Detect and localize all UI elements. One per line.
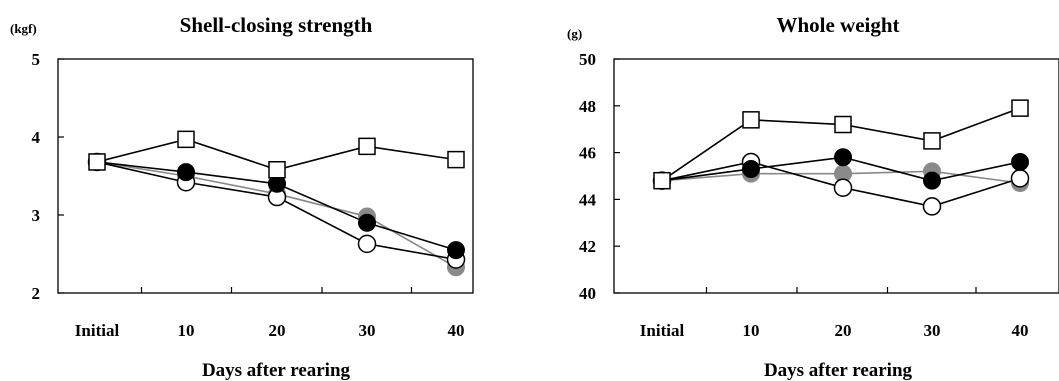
y-tick-label: 46 — [579, 144, 596, 163]
x-tick-label: 10 — [178, 321, 195, 340]
chart-whole-weight: Whole weight (g) 40 42 44 46 48 50 Initial 10 2… — [567, 13, 1059, 381]
x-axis-label: Days after rearing — [764, 360, 913, 381]
y-unit-label: (kgf) — [10, 21, 37, 36]
y-tick-label: 48 — [579, 97, 596, 116]
data-point-filled-black-circle — [834, 148, 852, 167]
y-tick-label: 40 — [579, 284, 596, 303]
x-tick-label: 40 — [1012, 321, 1029, 340]
x-tick-label: 20 — [269, 321, 286, 340]
data-point-filled-black-circle — [177, 163, 195, 182]
data-point-open-square — [834, 115, 852, 134]
y-tick-label: 44 — [579, 190, 597, 209]
y-tick-label: 2 — [32, 284, 41, 303]
data-point-filled-black-circle — [358, 213, 376, 232]
series-layer — [652, 99, 1030, 216]
plot-area — [613, 58, 1059, 294]
data-point-open-square — [447, 150, 465, 169]
x-axis-label: Days after rearing — [202, 360, 351, 381]
y-tick-label: 5 — [32, 50, 41, 69]
data-point-open-square — [358, 137, 376, 156]
data-point-filled-black-circle — [742, 159, 760, 178]
data-point-filled-black-circle — [1011, 152, 1029, 171]
x-tick-label: Initial — [640, 321, 685, 340]
data-point-open-square — [177, 130, 195, 149]
data-point-open-square — [923, 132, 941, 150]
chart-title: Whole weight — [776, 13, 899, 37]
x-tick-label: 30 — [359, 321, 376, 340]
y-axis: 2 3 4 5 — [32, 50, 64, 303]
x-tick-label: 40 — [448, 321, 465, 340]
x-tick-label: 20 — [835, 321, 852, 340]
data-point-open-circle — [1010, 169, 1030, 188]
data-point-open-square — [1011, 99, 1029, 117]
data-point-open-circle — [357, 234, 377, 254]
data-point-open-circle — [833, 178, 853, 197]
y-unit-label: (g) — [567, 26, 582, 41]
y-tick-label: 3 — [32, 206, 41, 225]
data-point-open-circle — [922, 197, 942, 216]
y-axis: 40 42 44 46 48 50 — [579, 50, 620, 303]
x-tick-label: 10 — [743, 321, 760, 340]
series-layer — [87, 130, 466, 277]
data-point-open-square — [742, 111, 760, 129]
data-point-filled-black-circle — [923, 171, 941, 190]
data-point-open-square — [268, 161, 286, 179]
chart-shell-closing-strength: Shell-closing strength (kgf) 2 3 4 5 Initia… — [10, 13, 474, 381]
x-tick-label: Initial — [75, 321, 120, 340]
y-tick-label: 4 — [32, 128, 41, 147]
y-tick-label: 42 — [579, 237, 596, 256]
x-tick-label: 30 — [924, 321, 941, 340]
data-point-open-square — [653, 171, 671, 190]
y-tick-label: 50 — [579, 50, 596, 69]
data-point-open-square — [88, 153, 106, 171]
chart-title: Shell-closing strength — [180, 13, 373, 37]
x-axis: Initial 10 20 30 40 — [640, 287, 1029, 340]
data-point-filled-black-circle — [447, 241, 465, 260]
plot-area — [57, 58, 474, 294]
x-axis: Initial 10 20 30 40 — [75, 287, 465, 340]
